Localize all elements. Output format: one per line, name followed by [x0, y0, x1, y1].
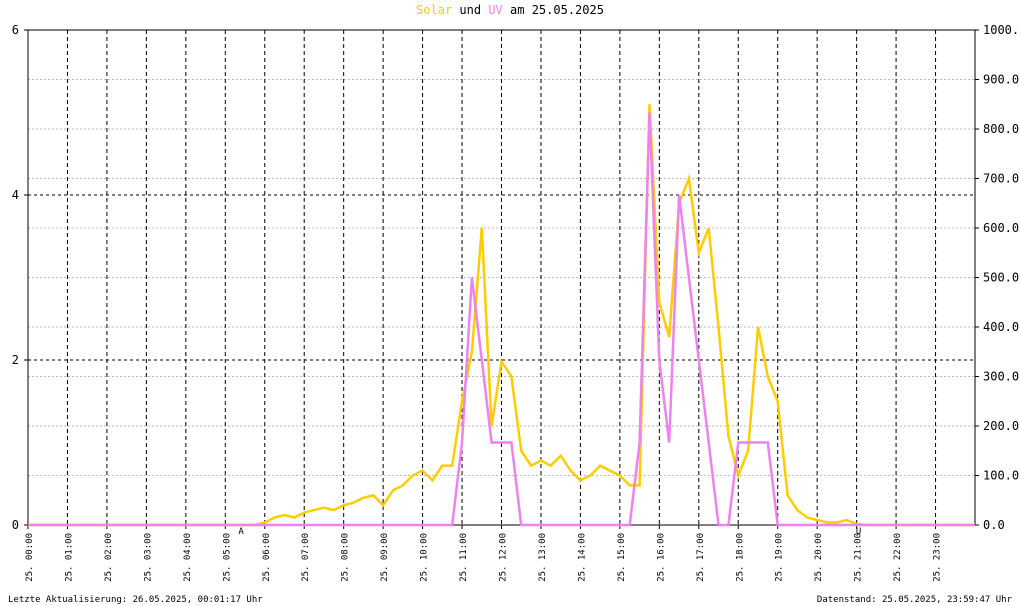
- x-tick-label: 25. 15:00: [617, 533, 627, 582]
- x-tick-label: 25. 03:00: [143, 533, 153, 582]
- y2-tick-label: 1000.0: [983, 23, 1020, 37]
- title-date: am 25.05.2025: [510, 3, 604, 17]
- footer-right: Datenstand: 25.05.2025, 23:59:47 Uhr: [817, 595, 1013, 605]
- y2-tick-label: 0.0: [983, 518, 1005, 532]
- x-tick-label: 25. 17:00: [696, 533, 706, 582]
- series-line: [28, 112, 975, 527]
- x-tick-label: 25. 20:00: [814, 533, 824, 582]
- title-and: und: [459, 3, 481, 17]
- y-tick-label: 2: [12, 353, 19, 367]
- y-tick-label: 0: [12, 518, 19, 532]
- y2-tick-label: 700.0: [983, 172, 1019, 186]
- footer-left: Letzte Aktualisierung: 26.05.2025, 00:01…: [8, 595, 263, 605]
- x-tick-label: 25. 12:00: [499, 533, 509, 582]
- x-tick-label: 25. 05:00: [222, 533, 232, 582]
- y2-tick-label: 500.0: [983, 271, 1019, 285]
- x-tick-label: 25. 23:00: [933, 533, 943, 582]
- y2-tick-label: 300.0: [983, 370, 1019, 384]
- y2-tick-label: 800.0: [983, 122, 1019, 136]
- x-tick-label: 25. 21:00: [854, 533, 864, 582]
- x-tick-label: 25. 06:00: [262, 533, 272, 582]
- x-tick-label: 25. 22:00: [893, 533, 903, 582]
- x-tick-label: 25. 10:00: [420, 533, 430, 582]
- x-tick-label: 25. 04:00: [183, 533, 193, 582]
- annotation: U: [856, 527, 861, 537]
- x-tick-label: 25. 18:00: [735, 533, 745, 582]
- x-tick-label: 25. 14:00: [577, 533, 587, 582]
- y2-tick-label: 100.0: [983, 469, 1019, 483]
- legend-uv: UV: [488, 3, 502, 17]
- x-tick-label: 25. 01:00: [64, 533, 74, 582]
- y2-tick-label: 600.0: [983, 221, 1019, 235]
- x-tick-label: 25. 02:00: [104, 533, 114, 582]
- annotation: A: [238, 527, 244, 537]
- y2-tick-label: 200.0: [983, 419, 1019, 433]
- x-tick-label: 25. 13:00: [538, 533, 548, 582]
- legend-solar: Solar: [416, 3, 452, 17]
- x-tick-label: 25. 11:00: [459, 533, 469, 582]
- chart-title: Solar und UV am 25.05.2025: [416, 3, 604, 17]
- x-tick-label: 25. 16:00: [656, 533, 666, 582]
- x-tick-label: 25. 08:00: [341, 533, 351, 582]
- x-tick-label: 25. 09:00: [380, 533, 390, 582]
- y-tick-label: 4: [12, 188, 19, 202]
- y2-tick-label: 400.0: [983, 320, 1019, 334]
- y2-tick-label: 900.0: [983, 73, 1019, 87]
- plot-frame: [27, 29, 976, 526]
- y-tick-label: 6: [12, 23, 19, 37]
- x-tick-label: 25. 00:00: [25, 533, 35, 582]
- x-tick-label: 25. 07:00: [301, 533, 311, 582]
- x-tick-label: 25. 19:00: [775, 533, 785, 582]
